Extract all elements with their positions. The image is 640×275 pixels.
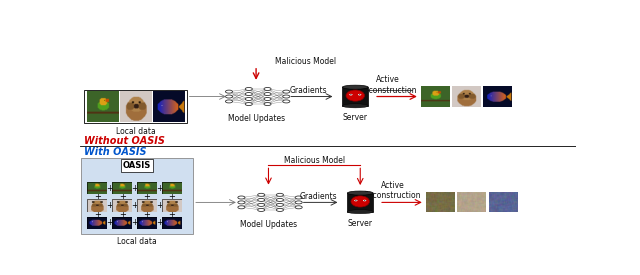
Circle shape xyxy=(295,196,302,199)
Text: +: + xyxy=(94,192,100,201)
Bar xyxy=(348,193,373,212)
Circle shape xyxy=(225,95,232,98)
Text: +: + xyxy=(106,183,113,192)
Text: +: + xyxy=(131,183,138,192)
Circle shape xyxy=(225,100,232,103)
Text: +: + xyxy=(94,210,100,219)
Text: Model Updates: Model Updates xyxy=(240,220,297,229)
Circle shape xyxy=(295,206,302,209)
Text: Model Updates: Model Updates xyxy=(227,114,285,123)
Text: Malicious Model: Malicious Model xyxy=(275,57,336,66)
Text: Local data: Local data xyxy=(117,237,157,246)
Circle shape xyxy=(276,204,284,207)
Ellipse shape xyxy=(342,104,368,108)
Text: +: + xyxy=(119,192,125,201)
Text: Without OASIS: Without OASIS xyxy=(84,136,165,146)
Circle shape xyxy=(264,103,271,106)
Ellipse shape xyxy=(351,196,369,207)
Text: +: + xyxy=(168,210,175,219)
FancyBboxPatch shape xyxy=(81,158,193,234)
Text: OASIS: OASIS xyxy=(123,161,151,170)
Text: +: + xyxy=(156,218,163,227)
Circle shape xyxy=(245,103,252,106)
Circle shape xyxy=(238,201,245,204)
Text: +: + xyxy=(119,210,125,219)
Text: +: + xyxy=(106,218,113,227)
Text: Server: Server xyxy=(348,219,372,228)
Circle shape xyxy=(264,98,271,101)
Text: +: + xyxy=(168,192,175,201)
Text: +: + xyxy=(131,201,138,210)
Circle shape xyxy=(276,208,284,211)
Text: Gradients: Gradients xyxy=(289,86,327,95)
Text: +: + xyxy=(131,218,138,227)
Ellipse shape xyxy=(349,94,353,95)
Text: Active
Reconstruction: Active Reconstruction xyxy=(359,75,416,95)
Circle shape xyxy=(225,90,232,93)
Circle shape xyxy=(276,198,284,201)
Ellipse shape xyxy=(364,200,365,201)
Ellipse shape xyxy=(348,191,373,195)
Circle shape xyxy=(295,201,302,204)
Circle shape xyxy=(258,208,265,211)
Circle shape xyxy=(258,204,265,207)
Text: Server: Server xyxy=(343,113,368,122)
Circle shape xyxy=(238,196,245,199)
Text: +: + xyxy=(106,201,113,210)
Circle shape xyxy=(276,193,284,196)
Text: Active
Reconstruction: Active Reconstruction xyxy=(364,181,421,200)
Circle shape xyxy=(245,92,252,95)
Circle shape xyxy=(245,98,252,101)
Ellipse shape xyxy=(363,200,366,201)
Text: With OASIS: With OASIS xyxy=(84,147,147,156)
Bar xyxy=(342,87,368,106)
Circle shape xyxy=(283,100,290,103)
Circle shape xyxy=(283,95,290,98)
Circle shape xyxy=(258,198,265,201)
Circle shape xyxy=(283,90,290,93)
Circle shape xyxy=(258,193,265,196)
FancyBboxPatch shape xyxy=(84,90,187,123)
Ellipse shape xyxy=(342,85,368,89)
Ellipse shape xyxy=(348,210,373,214)
Text: Gradients: Gradients xyxy=(300,192,337,200)
Ellipse shape xyxy=(358,94,362,95)
Circle shape xyxy=(264,92,271,95)
Text: Malicious Model: Malicious Model xyxy=(284,156,345,165)
Text: +: + xyxy=(143,210,150,219)
Ellipse shape xyxy=(354,200,358,201)
Ellipse shape xyxy=(350,94,352,95)
Circle shape xyxy=(264,87,271,90)
Text: +: + xyxy=(156,183,163,192)
Text: +: + xyxy=(143,192,150,201)
Text: Local data: Local data xyxy=(116,127,156,136)
Text: +: + xyxy=(156,201,163,210)
Circle shape xyxy=(238,206,245,209)
Ellipse shape xyxy=(355,200,356,201)
Circle shape xyxy=(245,87,252,90)
Ellipse shape xyxy=(359,94,360,95)
Ellipse shape xyxy=(346,90,365,101)
